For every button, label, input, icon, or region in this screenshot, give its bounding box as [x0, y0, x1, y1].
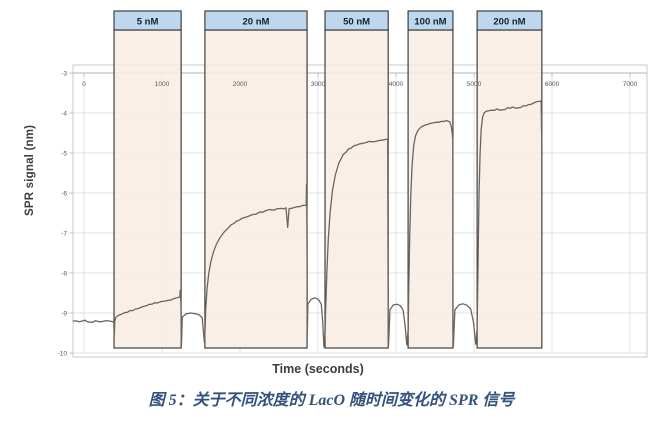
y-tick-label--8: -8	[61, 270, 67, 277]
y-tick-label--4: -4	[61, 110, 67, 117]
phase-box-5-nM	[113, 29, 182, 349]
phase-label-5-nM: 5 nM	[137, 17, 159, 28]
phase-header-50-nM	[324, 10, 389, 31]
phase-header-5-nM	[113, 10, 182, 31]
spr-chart-canvas: 5 nM 20 nM 50 nM 100 nM 200 nM 0 1000 2000 3000 4…	[58, 10, 648, 358]
x-tick-label-5000: 5000	[467, 81, 482, 88]
phase-box-200-nM	[476, 29, 543, 349]
phase-box-20-nM	[204, 29, 308, 349]
x-axis-title: Time (seconds)	[272, 362, 364, 376]
y-tick-label--7: -7	[61, 230, 67, 237]
phase-label-100-nM: 100 nM	[414, 17, 446, 28]
x-tick-label-3000: 3000	[311, 81, 326, 88]
x-tick-label-0: 0	[82, 81, 86, 88]
x-tick-label-4000: 4000	[389, 81, 404, 88]
phase-label-200-nM: 200 nM	[493, 17, 525, 28]
phase-box-50-nM	[324, 29, 389, 349]
y-tick-label--3: -3	[61, 70, 67, 77]
phase-header-20-nM	[204, 10, 308, 31]
phase-header-200-nM	[476, 10, 543, 31]
x-tick-label-7000: 7000	[623, 81, 638, 88]
y-tick-label--10: -10	[58, 350, 68, 357]
phase-header-100-nM	[407, 10, 454, 31]
phase-box-100-nM	[407, 29, 454, 349]
figure-caption: 图 5：关于不同浓度的 LacO 随时间变化的 SPR 信号	[148, 392, 515, 409]
y-tick-label--5: -5	[61, 150, 67, 157]
y-tick-label--9: -9	[61, 310, 67, 317]
x-tick-label-6000: 6000	[545, 81, 560, 88]
phase-label-20-nM: 20 nM	[243, 17, 270, 28]
spr-trace-path	[72, 100, 543, 348]
y-axis-title: SPR signal (nm)	[24, 124, 36, 216]
x-tick-label-1000: 1000	[155, 81, 170, 88]
x-tick-label-2000: 2000	[233, 81, 248, 88]
phase-label-50-nM: 50 nM	[343, 17, 370, 28]
y-tick-label--6: -6	[61, 190, 67, 197]
